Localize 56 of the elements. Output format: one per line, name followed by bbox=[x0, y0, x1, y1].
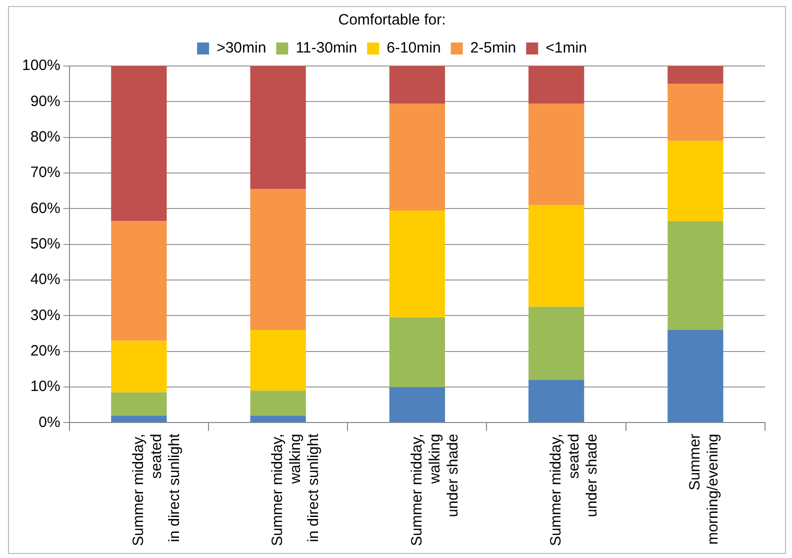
category-label: Summer bbox=[686, 434, 704, 490]
bar bbox=[389, 103, 446, 210]
bar bbox=[389, 318, 446, 388]
category-label: in direct sunlight bbox=[166, 434, 184, 542]
category-label: under shade bbox=[444, 434, 462, 518]
bar bbox=[389, 387, 446, 422]
y-tick-label: 30% bbox=[30, 306, 60, 324]
legend-label: 2-5min bbox=[470, 40, 516, 57]
y-tick-label: 100% bbox=[22, 57, 60, 74]
category-label: seated bbox=[565, 434, 582, 479]
category-label: seated bbox=[148, 434, 166, 479]
category-label: morning/evening bbox=[704, 434, 722, 545]
y-tick-label: 10% bbox=[30, 378, 60, 396]
bar bbox=[528, 306, 584, 380]
bar bbox=[111, 340, 167, 392]
y-tick-label: 80% bbox=[30, 128, 60, 146]
category-label: Summer midday, bbox=[269, 434, 286, 546]
legend-title: Comfortable for: bbox=[338, 12, 446, 29]
bar bbox=[250, 390, 306, 416]
bar bbox=[668, 84, 724, 141]
bar bbox=[111, 66, 167, 222]
bar bbox=[250, 189, 306, 330]
legend-label: <1min bbox=[546, 40, 587, 57]
bar bbox=[389, 210, 446, 318]
bar bbox=[668, 221, 724, 330]
bar bbox=[668, 66, 724, 84]
bar bbox=[528, 205, 584, 307]
bar bbox=[528, 380, 584, 422]
bar bbox=[250, 66, 306, 190]
bar bbox=[528, 103, 584, 206]
bar bbox=[668, 330, 724, 422]
y-tick-label: 40% bbox=[30, 271, 60, 288]
bar bbox=[111, 392, 167, 416]
bar bbox=[111, 416, 167, 422]
category-label: Summer midday, bbox=[547, 434, 564, 546]
category-label: walking bbox=[426, 434, 444, 484]
bar bbox=[250, 330, 306, 391]
y-tick-label: 60% bbox=[30, 200, 60, 217]
category-label: under shade bbox=[583, 434, 600, 518]
y-tick-label: 0% bbox=[38, 414, 60, 431]
legend-label: 6-10min bbox=[386, 40, 441, 57]
bar bbox=[528, 66, 584, 104]
y-tick-label: 50% bbox=[30, 236, 60, 253]
y-tick-label: 70% bbox=[30, 164, 60, 182]
legend-label: 11-30min bbox=[296, 40, 358, 57]
bar bbox=[250, 416, 306, 422]
bar bbox=[668, 140, 724, 222]
y-tick-label: 90% bbox=[30, 92, 60, 110]
category-label: walking bbox=[287, 434, 304, 484]
y-tick-label: 20% bbox=[30, 342, 60, 360]
category-label: in direct sunlight bbox=[305, 434, 322, 542]
bar bbox=[389, 66, 446, 104]
category-label: Summer midday, bbox=[408, 434, 426, 546]
bar bbox=[111, 221, 167, 341]
category-label: Summer midday, bbox=[130, 434, 148, 546]
legend-label: >30min bbox=[216, 40, 266, 57]
